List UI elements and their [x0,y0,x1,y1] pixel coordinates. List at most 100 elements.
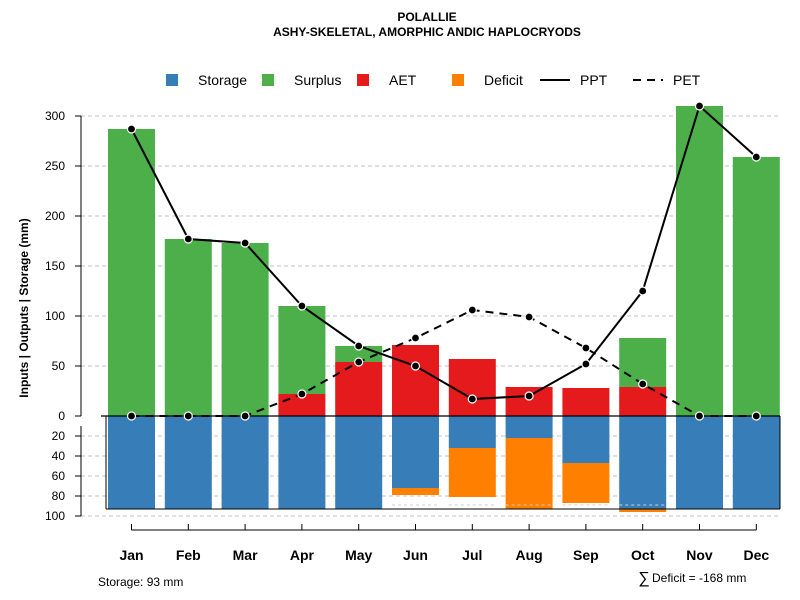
x-tick-label: Aug [515,547,542,563]
pet-point [581,343,591,353]
legend: Storage Surplus AET Deficit PPT PET [166,72,701,88]
pet-point [751,411,761,421]
ppt-point [467,394,477,404]
legend-swatch-aet [357,74,369,86]
y-axis-label: Inputs | Outputs | Storage (mm) [17,218,31,397]
storage-bar [221,416,269,509]
legend-label-surplus: Surplus [294,72,341,88]
y-tick-label-upper: 150 [45,259,65,273]
storage-note: Storage: 93 mm [98,575,183,589]
x-tick-label: Nov [686,547,713,563]
x-tick-label: Jun [403,547,428,563]
x-tick-label: Dec [743,547,769,563]
ppt-point [126,124,137,134]
x-tick-label: May [345,547,372,563]
y-tick-label-upper: 300 [45,109,65,123]
storage-bar [164,416,212,509]
surplus-bar [619,338,667,387]
x-tick-label: Mar [233,547,258,563]
storage-bar [505,416,553,438]
pet-point [467,305,477,315]
storage-bar [676,416,723,509]
y-tick-label-lower: 100 [45,509,65,523]
storage-bar [278,416,326,509]
deficit-note: Deficit = -168 mm [652,571,746,585]
legend-label-deficit: Deficit [484,72,523,88]
x-tick-label: Feb [176,547,201,563]
legend-label-aet: AET [389,72,417,88]
surplus-bar [732,157,780,416]
storage-bar [448,416,496,448]
y-tick-label-lower: 40 [52,449,66,463]
ppt-line [130,104,757,401]
deficit-bar [562,463,610,503]
deficit-bar [505,438,553,509]
surplus-bar [221,243,269,416]
pet-point [694,411,705,421]
ppt-point [410,361,421,371]
deficit-bar [448,448,496,497]
storage-bar [562,416,610,463]
x-tick-label: Jan [119,547,143,563]
y-tick-label-lower: 20 [52,429,66,443]
legend-swatch-deficit [452,74,464,86]
legend-swatch-storage [166,74,178,86]
ppt-point [581,359,591,369]
pet-point [524,312,534,322]
legend-label-pet: PET [673,72,701,88]
x-tick-label: Apr [290,547,315,563]
pet-point [354,357,364,367]
ppt-point [354,341,364,351]
pet-point [410,333,421,343]
pet-point [638,379,648,389]
aet-bar [335,362,383,416]
aet-bar [619,387,667,416]
storage-bar [732,416,780,509]
ppt-point [297,301,307,311]
x-tick-label: Oct [631,547,655,563]
lines-layer [126,101,761,421]
y-tick-label-upper: 100 [45,309,65,323]
pet-point [126,411,137,421]
pet-point [240,411,250,421]
y-tick-label-upper: 250 [45,159,65,173]
deficit-bar [619,509,667,512]
x-tick-label: Jul [462,547,482,563]
y-tick-label-lower: 60 [52,469,66,483]
storage-bar [335,416,383,509]
legend-swatch-surplus [262,74,274,86]
y-tick-label-upper: 0 [58,409,65,423]
surplus-bar [676,106,723,416]
y-tick-label-upper: 200 [45,209,65,223]
pet-line [131,308,757,417]
surplus-bar [164,239,212,416]
legend-label-ppt: PPT [580,72,608,88]
ppt-point [694,101,705,111]
y-tick-label-lower: 80 [52,489,66,503]
y-tick-label-upper: 50 [52,359,66,373]
ppt-point [240,238,250,248]
ppt-point [638,286,648,296]
pet-point [297,389,307,399]
ppt-point [524,391,534,401]
chart-title: POLALLIE [397,10,456,24]
aet-bar [392,345,439,416]
bars-layer [108,106,780,512]
surplus-bar [278,306,326,394]
sum-symbol: ∑ [638,570,649,587]
storage-bar [392,416,439,488]
pet-point [183,411,193,421]
surplus-bar [108,129,155,416]
chart-subtitle: ASHY-SKELETAL, AMORPHIC ANDIC HAPLOCRYOD… [273,25,581,39]
aet-bar [505,387,553,416]
deficit-bar [392,488,439,495]
legend-label-storage: Storage [198,72,247,88]
storage-bar [619,416,667,509]
storage-bar [108,416,155,509]
axes-layer: 0 50 100 150 200 250 300 20 40 60 80 100 Jan Feb Mar Ap… [45,109,781,563]
ppt-point [183,234,193,244]
aet-bar [448,359,496,416]
aet-bar [562,388,610,416]
x-tick-label: Sep [573,547,599,563]
